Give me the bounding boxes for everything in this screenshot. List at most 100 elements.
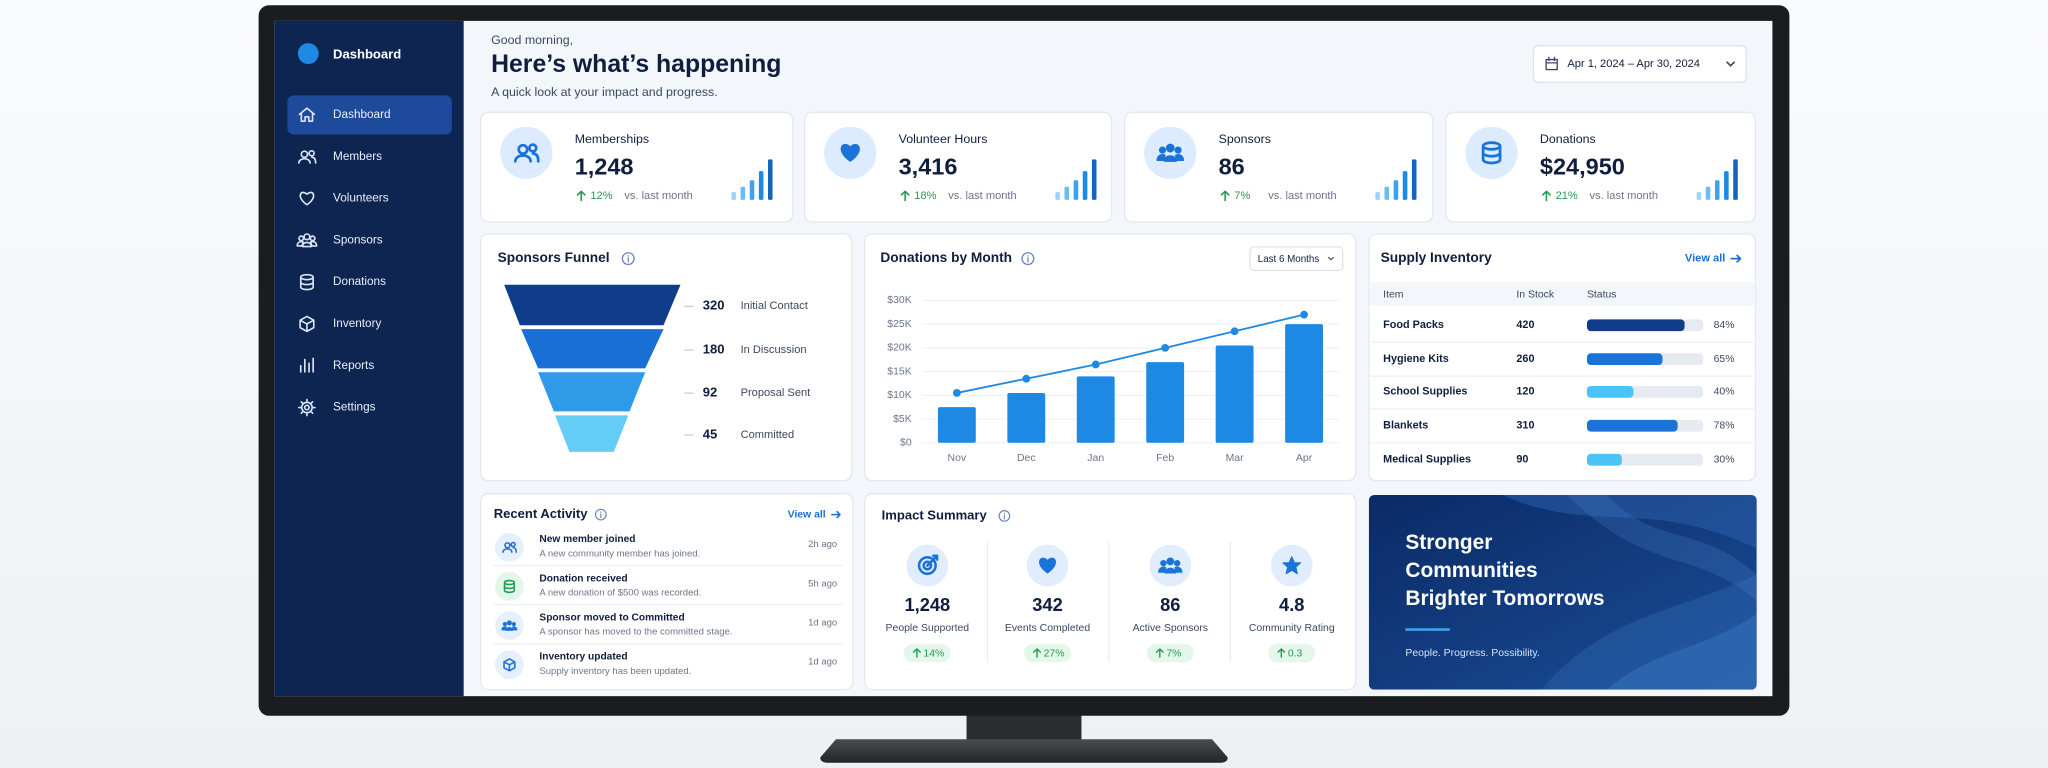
bar bbox=[1007, 392, 1046, 443]
sparkline-bar bbox=[1402, 171, 1408, 200]
bar bbox=[937, 407, 976, 443]
kpi-note: vs. last month bbox=[948, 190, 1016, 202]
line-point bbox=[1230, 327, 1239, 336]
funnel bbox=[504, 284, 681, 452]
period-label[interactable]: Last 6 Months bbox=[1258, 254, 1320, 265]
up-icon bbox=[1033, 648, 1042, 658]
sparkline-bar bbox=[758, 171, 764, 200]
change-pill bbox=[903, 643, 951, 663]
bar bbox=[1076, 376, 1115, 443]
status-label: 78% bbox=[1714, 421, 1735, 432]
sparkline-bar bbox=[1733, 159, 1738, 200]
kpi-value: 3,416 bbox=[899, 154, 958, 180]
period-select[interactable] bbox=[1249, 246, 1344, 272]
funnel-label: Committed bbox=[741, 429, 795, 441]
banner-wave bbox=[1502, 495, 1757, 549]
sparkline-bar bbox=[1724, 171, 1729, 200]
item-name: School Supplies bbox=[1383, 386, 1467, 398]
activity-detail: A new community member has joined. bbox=[539, 548, 700, 559]
up-icon bbox=[1155, 648, 1164, 658]
bar bbox=[1215, 345, 1254, 443]
kpi-card bbox=[803, 111, 1113, 223]
info-icon bbox=[594, 508, 607, 521]
nav-item[interactable]: Settings bbox=[333, 401, 376, 414]
nav-item[interactable]: Dashboard bbox=[333, 108, 390, 121]
sparkline-bar bbox=[768, 159, 773, 200]
banner-tagline: People. Progress. Possibility. bbox=[1405, 648, 1539, 659]
item-name: Medical Supplies bbox=[1383, 454, 1471, 466]
info-icon bbox=[998, 510, 1011, 522]
heart-icon bbox=[299, 191, 315, 206]
activity-detail: A new donation of $500 was recorded. bbox=[539, 587, 701, 598]
star-icon bbox=[1282, 556, 1302, 575]
banner-wave bbox=[1567, 495, 1757, 601]
nav-item[interactable]: Members bbox=[333, 150, 382, 163]
line-point bbox=[1161, 343, 1170, 352]
kpi-icon-bg bbox=[1144, 126, 1197, 179]
in-stock: 310 bbox=[1516, 420, 1534, 432]
cube-icon bbox=[503, 658, 516, 672]
up-icon bbox=[576, 190, 586, 202]
nav-item[interactable]: Sponsors bbox=[333, 233, 383, 246]
status-label: 65% bbox=[1714, 354, 1735, 365]
status-label: 40% bbox=[1714, 387, 1735, 398]
status-bar bbox=[1586, 353, 1663, 366]
impact-label: Events Completed bbox=[1005, 623, 1090, 634]
home-icon bbox=[298, 107, 316, 122]
activity-time: 5h ago bbox=[808, 578, 837, 589]
funnel-count: 320 bbox=[703, 298, 725, 313]
kpi-label: Sponsors bbox=[1219, 132, 1271, 146]
x-tick-label: Jan bbox=[1087, 453, 1104, 464]
change-pill bbox=[1146, 643, 1194, 663]
activity-title: New member joined bbox=[539, 534, 635, 545]
kpi-icon-bg bbox=[1465, 126, 1518, 179]
sparkline-bar bbox=[1696, 192, 1702, 200]
column-header: In Stock bbox=[1516, 289, 1554, 300]
nav-active bbox=[287, 95, 452, 135]
y-tick-label: $5K bbox=[893, 414, 912, 425]
date-picker[interactable] bbox=[1532, 45, 1747, 83]
nav-item[interactable]: Donations bbox=[333, 275, 386, 288]
info-icon bbox=[621, 252, 635, 266]
db-icon bbox=[1481, 141, 1502, 165]
impact-label: People Supported bbox=[886, 623, 970, 634]
activity-time: 2h ago bbox=[808, 539, 837, 550]
activity-title: Donation received bbox=[539, 573, 627, 584]
date-range[interactable]: Apr 1, 2024 – Apr 30, 2024 bbox=[1567, 58, 1700, 70]
kpi-change: 18% bbox=[914, 190, 936, 202]
sparkline-bar bbox=[749, 180, 755, 200]
sparkline-bar bbox=[1082, 171, 1088, 200]
nav-item[interactable]: Volunteers bbox=[333, 192, 389, 205]
sparkline-bar bbox=[1411, 159, 1417, 200]
in-stock: 90 bbox=[1516, 454, 1528, 466]
impact-change: 0.3 bbox=[1288, 648, 1303, 659]
right-icon bbox=[831, 510, 841, 519]
sparkline-bar bbox=[1064, 186, 1070, 200]
greeting: Good morning, bbox=[491, 33, 573, 47]
sparkline-bar bbox=[1073, 180, 1079, 200]
view-all-link[interactable]: View all bbox=[1685, 253, 1726, 265]
activity-icon-bg bbox=[495, 611, 524, 640]
up-icon bbox=[1277, 648, 1286, 658]
nav-item[interactable]: Reports bbox=[333, 359, 374, 372]
y-tick-label: $30K bbox=[887, 295, 911, 306]
status-bar bbox=[1586, 419, 1678, 432]
up-icon bbox=[1220, 190, 1230, 202]
impact-value: 4.8 bbox=[1279, 594, 1304, 615]
nav-item[interactable]: Inventory bbox=[333, 317, 381, 330]
status-bar bbox=[1586, 319, 1685, 332]
view-all-link[interactable]: View all bbox=[788, 509, 826, 520]
kpi-change: 12% bbox=[590, 190, 612, 202]
activity-detail: Supply inventory has been updated. bbox=[539, 666, 691, 677]
up-icon bbox=[1542, 190, 1551, 202]
impact-change: 14% bbox=[923, 648, 944, 659]
heart-icon bbox=[1039, 557, 1056, 574]
people-icon bbox=[1156, 143, 1185, 162]
x-tick-label: Nov bbox=[948, 453, 967, 464]
kpi-value: 86 bbox=[1219, 154, 1245, 180]
funnel-count: 45 bbox=[703, 426, 718, 441]
banner-headline: Communities bbox=[1405, 559, 1537, 582]
info-icon bbox=[1021, 252, 1035, 266]
kpi-note: vs. last month bbox=[1268, 190, 1336, 202]
